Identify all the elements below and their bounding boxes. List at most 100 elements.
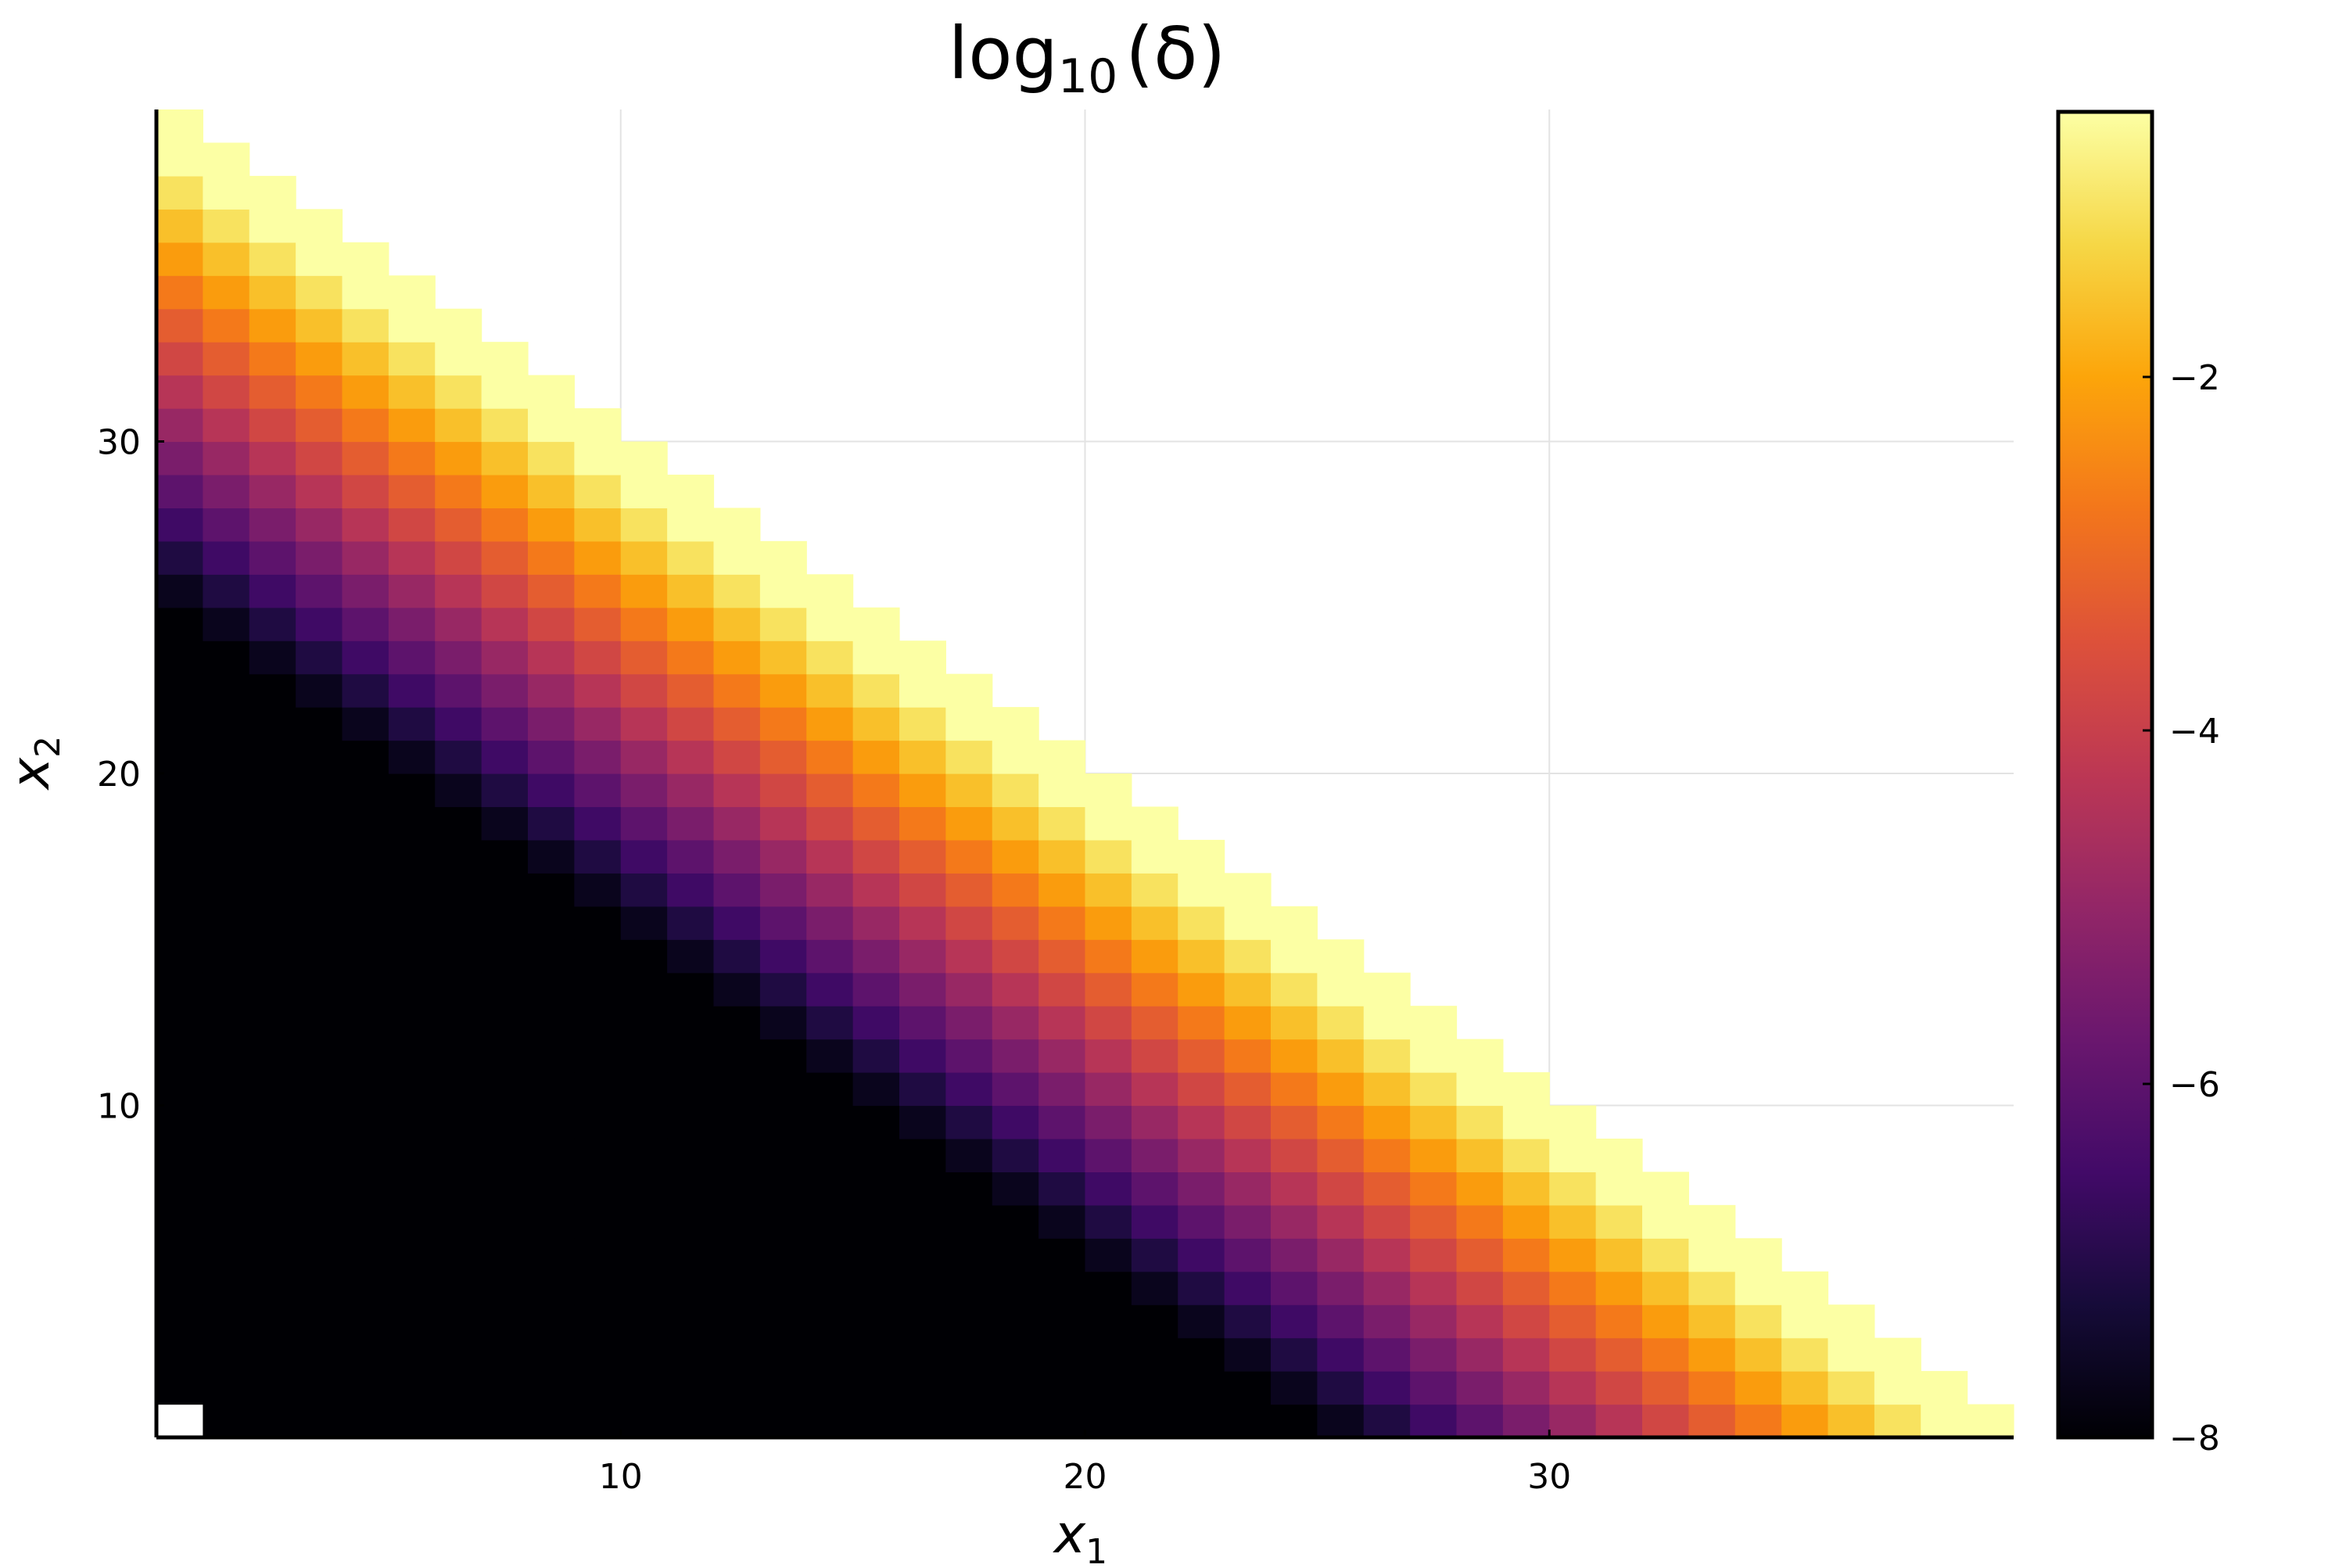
heatmap-cell	[806, 906, 854, 940]
heatmap-cell	[992, 1404, 1039, 1438]
heatmap-cell	[203, 508, 250, 542]
heatmap-cell	[667, 1337, 715, 1372]
heatmap-cell	[481, 972, 529, 1006]
heatmap-cell	[1874, 1371, 1921, 1405]
heatmap-cell	[156, 142, 203, 177]
heatmap-cell	[1502, 1371, 1550, 1405]
heatmap-cell	[574, 707, 622, 741]
heatmap-cell	[528, 375, 575, 409]
heatmap-cell	[759, 640, 807, 675]
heatmap-cell	[1271, 1172, 1318, 1206]
heatmap-cell	[1410, 1371, 1458, 1405]
heatmap-cell	[481, 1371, 529, 1405]
heatmap-cell	[806, 1404, 854, 1438]
heatmap-cell	[156, 175, 203, 210]
heatmap-cell	[1271, 1039, 1318, 1073]
heatmap-cell	[342, 1072, 389, 1107]
heatmap-cell	[156, 375, 203, 409]
heatmap-cell	[945, 707, 993, 741]
heatmap-cell	[1271, 1105, 1318, 1139]
heatmap-cell	[156, 1371, 203, 1405]
heatmap-cell	[1363, 1204, 1411, 1239]
heatmap-cell	[342, 1304, 389, 1339]
heatmap-cell	[388, 839, 436, 874]
heatmap-cell	[203, 209, 250, 243]
heatmap-cell	[1734, 1371, 1782, 1405]
heatmap-cell	[759, 1371, 807, 1405]
heatmap-cell	[1781, 1404, 1829, 1438]
heatmap-cell	[342, 1039, 389, 1073]
heatmap-cell	[899, 707, 946, 741]
heatmap-cell	[156, 342, 203, 376]
heatmap-cell	[388, 906, 436, 940]
heatmap-cell	[528, 508, 575, 542]
heatmap-cell	[1178, 1404, 1225, 1438]
heatmap-cell	[1317, 1006, 1365, 1040]
heatmap-cell	[945, 1006, 993, 1040]
heatmap-cell	[249, 375, 296, 409]
heatmap-cell	[296, 707, 343, 741]
heatmap-cell	[296, 839, 343, 874]
heatmap-cell	[388, 1006, 436, 1040]
heatmap-cell	[1363, 1172, 1411, 1206]
heatmap-cell	[528, 1304, 575, 1339]
heatmap-cell	[1038, 740, 1086, 774]
heatmap-cell	[1271, 939, 1318, 974]
heatmap-cell	[342, 1006, 389, 1040]
heatmap-cell	[1502, 1337, 1550, 1372]
heatmap-cell	[1549, 1138, 1597, 1172]
heatmap-cell	[1131, 1072, 1178, 1107]
y-axis-label: x2	[0, 736, 68, 791]
heatmap-cell	[296, 1404, 343, 1438]
heatmap-cell	[806, 1371, 854, 1405]
heatmap-cell	[342, 773, 389, 808]
heatmap-cell	[1688, 1304, 1736, 1339]
heatmap-cell	[203, 1204, 250, 1239]
heatmap-cell	[1688, 1204, 1736, 1239]
heatmap-cell	[1038, 1105, 1086, 1139]
heatmap-cell	[342, 1138, 389, 1172]
heatmap-cell	[342, 1337, 389, 1372]
heatmap-cell	[1131, 1039, 1178, 1073]
heatmap-cell	[992, 1337, 1039, 1372]
heatmap-cell	[667, 906, 715, 940]
heatmap-cell	[435, 508, 482, 542]
heatmap-cell	[342, 740, 389, 774]
heatmap-cell	[713, 508, 761, 542]
heatmap-cell	[1410, 1105, 1458, 1139]
heatmap-cells	[156, 109, 2014, 1438]
heatmap-cell	[1038, 1172, 1086, 1206]
heatmap-cell	[342, 707, 389, 741]
heatmap-cell	[296, 1371, 343, 1405]
heatmap-cell	[806, 1138, 854, 1172]
heatmap-cell	[156, 773, 203, 808]
heatmap-cell	[620, 673, 668, 708]
heatmap-cell	[620, 1304, 668, 1339]
heatmap-cell	[1642, 1172, 1689, 1206]
heatmap-cell	[574, 1404, 622, 1438]
heatmap-cell	[528, 1238, 575, 1272]
heatmap-cell	[899, 939, 946, 974]
heatmap-cell	[1410, 1304, 1458, 1339]
heatmap-cell	[1178, 906, 1225, 940]
heatmap-cell	[1502, 1304, 1550, 1339]
heatmap-cell	[1178, 839, 1225, 874]
heatmap-cell	[1456, 1039, 1504, 1073]
x-tick-label: 20	[1064, 1457, 1107, 1497]
heatmap-cell	[1363, 1304, 1411, 1339]
heatmap-cell	[1828, 1404, 1875, 1438]
y-tick-label: 20	[97, 755, 141, 795]
heatmap-cell	[667, 1204, 715, 1239]
heatmap-cell	[1363, 1337, 1411, 1372]
heatmap-cell	[249, 441, 296, 475]
heatmap-cell	[945, 1072, 993, 1107]
heatmap-cell	[945, 873, 993, 907]
heatmap-cell	[1456, 1238, 1504, 1272]
heatmap-cell	[992, 1006, 1039, 1040]
heatmap-cell	[1502, 1271, 1550, 1305]
heatmap-cell	[1502, 1138, 1550, 1172]
heatmap-cell	[852, 707, 900, 741]
heatmap-cell	[1224, 906, 1272, 940]
heatmap-cell	[388, 1138, 436, 1172]
heatmap-cell	[852, 740, 900, 774]
